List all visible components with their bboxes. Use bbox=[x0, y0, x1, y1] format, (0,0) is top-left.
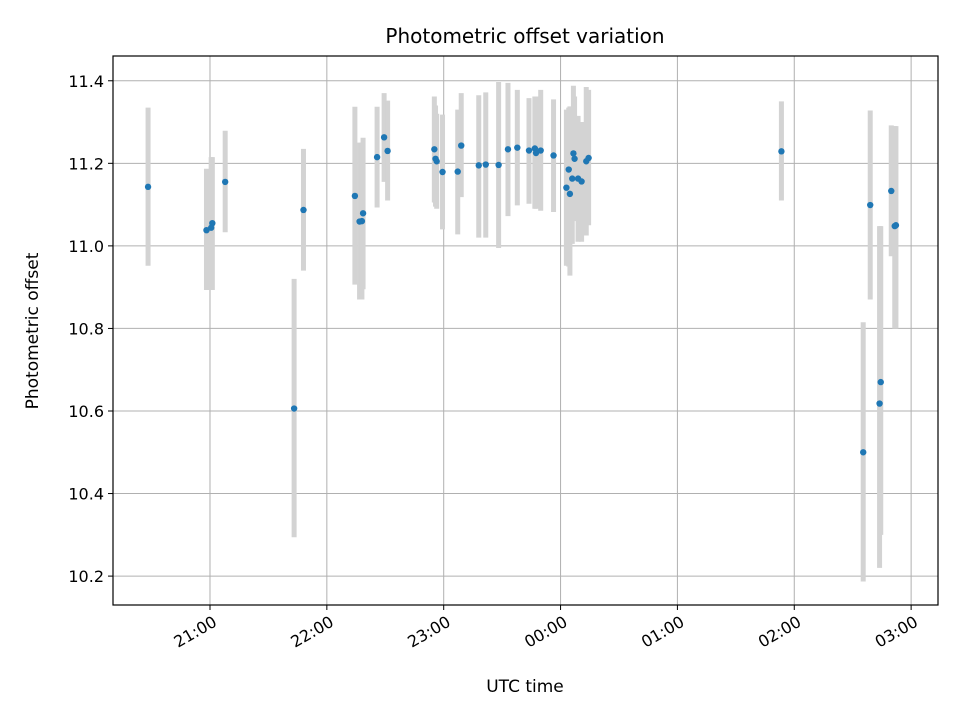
y-axis-label: Photometric offset bbox=[23, 252, 43, 409]
data-point bbox=[585, 154, 592, 162]
data-point bbox=[380, 134, 388, 141]
data-point bbox=[860, 449, 867, 456]
data-point bbox=[537, 147, 544, 154]
data-point bbox=[300, 206, 307, 214]
data-point bbox=[373, 153, 381, 161]
data-point bbox=[221, 178, 229, 186]
y-tick-label: 10.4 bbox=[68, 485, 104, 504]
data-point bbox=[867, 201, 874, 209]
data-point bbox=[565, 166, 572, 173]
y-axis: 10.2 10.4 10.6 10.8 11.0 11.2 11.4 bbox=[68, 72, 113, 586]
y-tick-label: 10.6 bbox=[68, 402, 104, 421]
plot-area-frame bbox=[112, 55, 939, 606]
x-axis-label: UTC time bbox=[486, 677, 564, 697]
data-point bbox=[144, 183, 152, 191]
data-point bbox=[550, 152, 557, 159]
data-point bbox=[358, 217, 366, 225]
data-point bbox=[482, 161, 489, 168]
data-point bbox=[495, 161, 502, 169]
data-point bbox=[431, 146, 438, 153]
data-point bbox=[439, 168, 446, 176]
data-point bbox=[578, 178, 585, 185]
data-point bbox=[569, 175, 576, 182]
y-tick-label: 11.2 bbox=[68, 154, 104, 173]
data-point bbox=[888, 187, 895, 195]
y-tick-label: 11.4 bbox=[68, 72, 104, 91]
data-point bbox=[351, 192, 359, 200]
data-point bbox=[475, 162, 482, 169]
data-point bbox=[209, 219, 216, 227]
data-point bbox=[570, 150, 577, 157]
y-tick-label: 10.2 bbox=[68, 567, 104, 586]
data-point bbox=[454, 168, 461, 175]
data-points bbox=[144, 134, 900, 456]
data-point bbox=[290, 405, 298, 412]
data-point bbox=[504, 146, 512, 153]
y-tick-label: 10.8 bbox=[68, 319, 104, 338]
data-point bbox=[525, 147, 533, 154]
data-point bbox=[778, 148, 785, 155]
data-point bbox=[514, 144, 521, 151]
data-point bbox=[877, 378, 884, 386]
data-point bbox=[876, 400, 883, 407]
data-point bbox=[563, 184, 570, 191]
data-point bbox=[458, 142, 465, 149]
data-point bbox=[359, 210, 367, 217]
data-point bbox=[892, 222, 900, 229]
data-point bbox=[566, 190, 574, 198]
data-point bbox=[571, 155, 578, 162]
chart-title: Photometric offset variation bbox=[385, 24, 664, 48]
y-tick-label: 11.0 bbox=[68, 237, 104, 256]
data-point bbox=[433, 158, 440, 165]
data-point bbox=[384, 147, 391, 155]
